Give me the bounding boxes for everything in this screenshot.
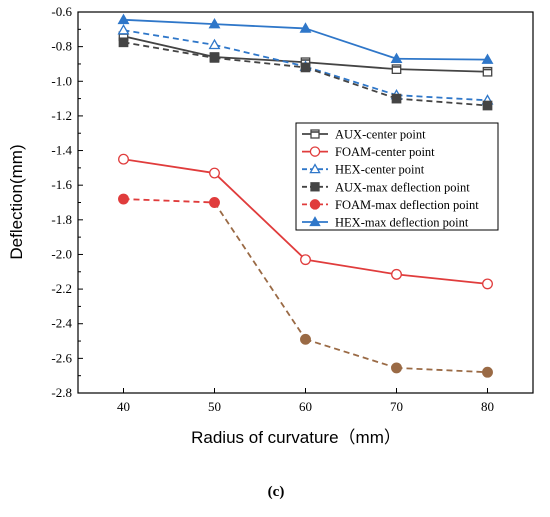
hex-max-deflection-point-point <box>481 53 494 64</box>
hex-max-deflection-point-line-segment <box>305 27 397 60</box>
x-axis: 40 50 60 70 80 <box>117 388 494 414</box>
legend-items: AUX-center point FOAM-center point HEX-cen… <box>302 128 479 230</box>
hex-center-point-line-segment <box>305 65 397 96</box>
y-tick-label: -0.6 <box>51 4 72 19</box>
legend-foam-max-deflection-point-label: FOAM-max deflection point <box>335 198 479 212</box>
aux-max-deflection-point-line-segment <box>123 41 215 59</box>
legend-aux-center-point-marker <box>310 129 320 139</box>
foam-center-point-line-segment <box>123 158 215 174</box>
foam-center-point-point <box>391 268 402 280</box>
series-layer <box>123 18 488 374</box>
legend-foam-center-point-marker <box>309 146 321 157</box>
legend-foam-center-point-label: FOAM-center point <box>335 145 435 159</box>
aux-center-point-point <box>391 64 402 74</box>
hex-max-deflection-point-line-segment <box>396 57 488 61</box>
y-tick-label: -1.0 <box>51 73 72 88</box>
foam-center-point-line-segment <box>213 172 307 261</box>
foam-center-point-line-segment <box>305 258 397 276</box>
hex-center-point-point <box>208 38 221 50</box>
y-tick-label: -2.4 <box>51 316 72 331</box>
foam-max-deflection-point-line-segment <box>123 198 215 204</box>
hex-max-deflection-point-point <box>208 17 221 29</box>
foam-max-deflection-point-point <box>300 333 311 345</box>
foam-center-point-point <box>300 254 311 266</box>
foam-max-deflection-point-line-segment <box>305 338 397 369</box>
hex-max-deflection-point-line-segment <box>214 23 306 30</box>
hex-center-point-point <box>117 24 130 35</box>
x-axis-label: Radius of curvature（mm） <box>191 428 401 447</box>
legend: AUX-center point FOAM-center point HEX-cen… <box>295 122 499 231</box>
y-tick-label: -2.2 <box>51 281 72 296</box>
x-tick-label: 50 <box>208 399 221 414</box>
legend-hex-max-deflection-point-marker <box>309 216 321 227</box>
aux-max-deflection-point-line-segment <box>305 66 397 100</box>
hex-max-deflection-point-point <box>299 22 312 33</box>
y-axis: -0.6 -0.8 -1.0 -1.2 -1.4 -1.6 -1.8 -2.0 -2.2 -2.4… <box>51 4 83 400</box>
foam-center-point-line-segment <box>396 273 488 285</box>
aux-center-point-line-segment <box>214 56 306 64</box>
aux-center-point-point <box>482 66 493 77</box>
aux-max-deflection-point-line-segment <box>214 56 306 69</box>
legend-aux-max-deflection-point-marker <box>310 182 320 192</box>
legend-aux-center-point-label: AUX-center point <box>335 128 426 142</box>
hex-max-deflection-point-point <box>390 52 403 64</box>
legend-frame <box>295 122 499 231</box>
aux-center-point-line-segment <box>123 35 215 58</box>
y-tick-label: -1.2 <box>51 108 72 123</box>
y-tick-label: -0.8 <box>51 39 72 54</box>
aux-max-deflection-point-point <box>391 93 402 104</box>
foam-center-point-point <box>482 278 493 290</box>
foam-center-point-point <box>209 167 220 179</box>
x-tick-label: 40 <box>117 399 130 414</box>
aux-center-point-line-segment <box>396 68 488 73</box>
aux-max-deflection-point-point <box>482 100 493 111</box>
aux-center-point-line-segment <box>305 61 397 71</box>
aux-max-deflection-point-line-segment <box>396 97 488 107</box>
foam-max-deflection-point-line-segment <box>213 202 307 340</box>
hex-center-point-line-segment <box>396 94 488 102</box>
foam-max-deflection-point-point <box>118 193 129 205</box>
legend-hex-center-point-label: HEX-center point <box>335 163 425 177</box>
y-tick-label: -2.8 <box>51 385 72 400</box>
x-tick-label: 70 <box>390 399 403 414</box>
foam-center-point-point <box>118 153 129 165</box>
y-tick-label: -2.6 <box>51 350 72 365</box>
foam-max-deflection-point-point <box>482 366 493 378</box>
y-tick-label: -2.0 <box>51 246 72 261</box>
y-axis-label: Deflection(mm) <box>7 144 26 259</box>
y-tick-label: -1.6 <box>51 177 72 192</box>
aux-max-deflection-point-point <box>209 53 220 63</box>
x-tick-label: 80 <box>481 399 494 414</box>
y-tick-label: -1.8 <box>51 212 72 227</box>
hex-max-deflection-point-point <box>117 13 130 25</box>
figure-caption: (c) <box>268 484 285 500</box>
hex-center-point-line-segment <box>214 44 306 68</box>
legend-foam-max-deflection-point-marker <box>309 199 321 210</box>
legend-aux-max-deflection-point-label: AUX-max deflection point <box>335 180 470 194</box>
aux-max-deflection-point-point <box>300 62 311 73</box>
hex-max-deflection-point-line-segment <box>123 18 215 26</box>
legend-hex-center-point-marker <box>309 163 321 174</box>
foam-max-deflection-point-point <box>391 362 402 374</box>
aux-max-deflection-point-point <box>118 37 129 48</box>
marker-layer <box>117 13 494 378</box>
foam-max-deflection-point-line-segment <box>396 366 488 374</box>
hex-center-point-line-segment <box>123 29 215 46</box>
x-tick-label: 60 <box>299 399 312 414</box>
legend-hex-max-deflection-point-label: HEX-max deflection point <box>335 216 469 230</box>
y-tick-label: -1.4 <box>51 143 72 158</box>
foam-max-deflection-point-point <box>209 197 220 208</box>
